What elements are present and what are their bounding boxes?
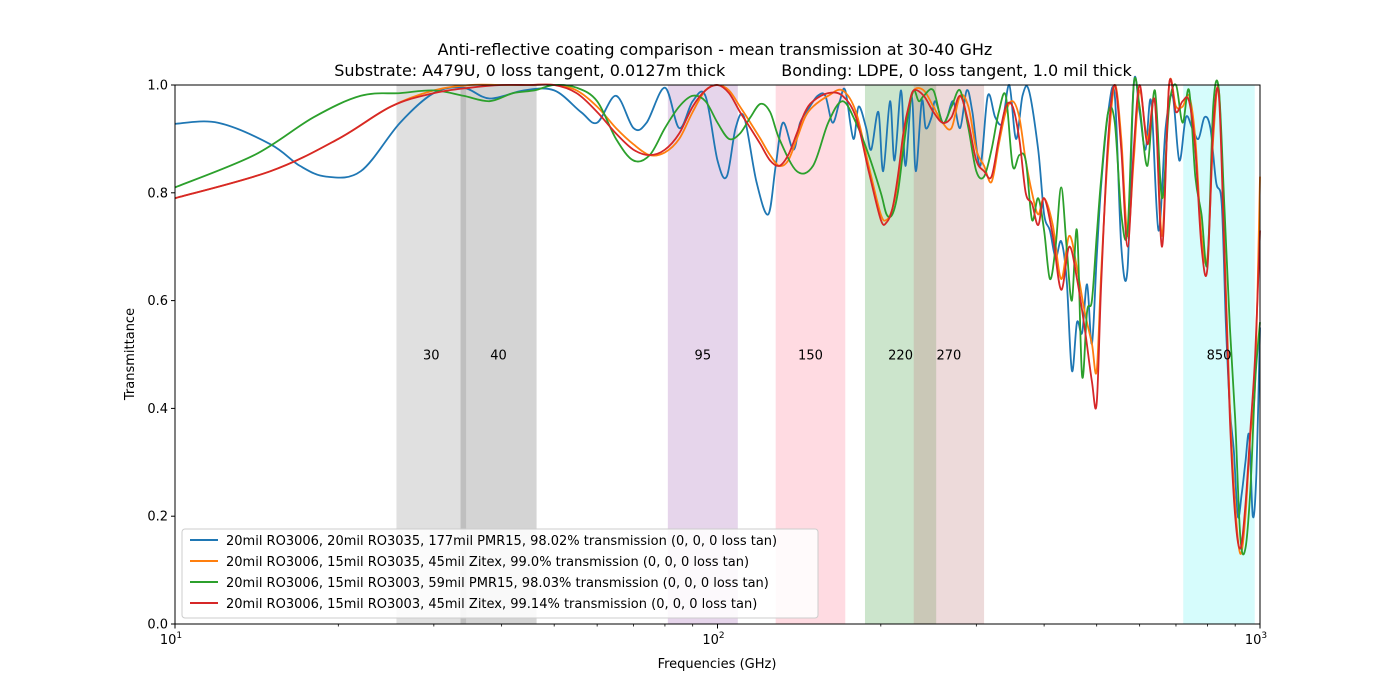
band-label-850: 850 [1207, 349, 1232, 364]
y-tick-label: 0.2 [147, 510, 168, 525]
band-270 [913, 85, 985, 624]
band-label-30: 30 [423, 349, 440, 364]
axis-ticks: 0.0 0.2 0.4 0.6 0.8 1.0 101 102 103 [147, 79, 1267, 649]
series-line-3 [174, 76, 1261, 556]
series-line-4 [174, 78, 1261, 550]
legend-label-1: 20mil RO3006, 20mil RO3035, 177mil PMR15… [226, 534, 777, 549]
band-label-270: 270 [936, 349, 961, 364]
chart-title-line1: Anti-reflective coating comparison - mea… [438, 40, 993, 59]
band-label-150: 150 [798, 349, 823, 364]
series-lines [174, 75, 1261, 556]
y-tick-label: 1.0 [147, 79, 168, 94]
x-tick-label: 103 [1245, 631, 1267, 648]
band-label-95: 95 [695, 349, 712, 364]
y-tick-label: 0.8 [147, 186, 168, 201]
frequency-bands [396, 85, 1255, 624]
y-axis-label: Transmittance [123, 308, 138, 401]
y-tick-label: 0.6 [147, 294, 168, 309]
legend-label-3: 20mil RO3006, 15mil RO3003, 59mil PMR15,… [226, 576, 769, 591]
band-labels: 30 40 95 150 220 270 850 [423, 349, 1231, 364]
legend: 20mil RO3006, 20mil RO3035, 177mil PMR15… [181, 528, 819, 619]
legend-box [181, 528, 819, 619]
chart-title-line2: Substrate: A479U, 0 loss tangent, 0.0127… [334, 61, 1132, 80]
band-label-220: 220 [888, 349, 913, 364]
y-tick-label: 0.0 [147, 618, 168, 633]
band-label-40: 40 [490, 349, 507, 364]
x-tick-label: 102 [702, 631, 724, 648]
y-tick-label: 0.4 [147, 402, 168, 417]
x-tick-label: 101 [160, 631, 182, 648]
legend-label-2: 20mil RO3006, 15mil RO3035, 45mil Zitex,… [226, 555, 749, 570]
x-axis-label: Frequencies (GHz) [658, 657, 777, 672]
series-line-1 [174, 75, 1261, 519]
legend-label-4: 20mil RO3006, 15mil RO3003, 45mil Zitex,… [226, 597, 757, 612]
